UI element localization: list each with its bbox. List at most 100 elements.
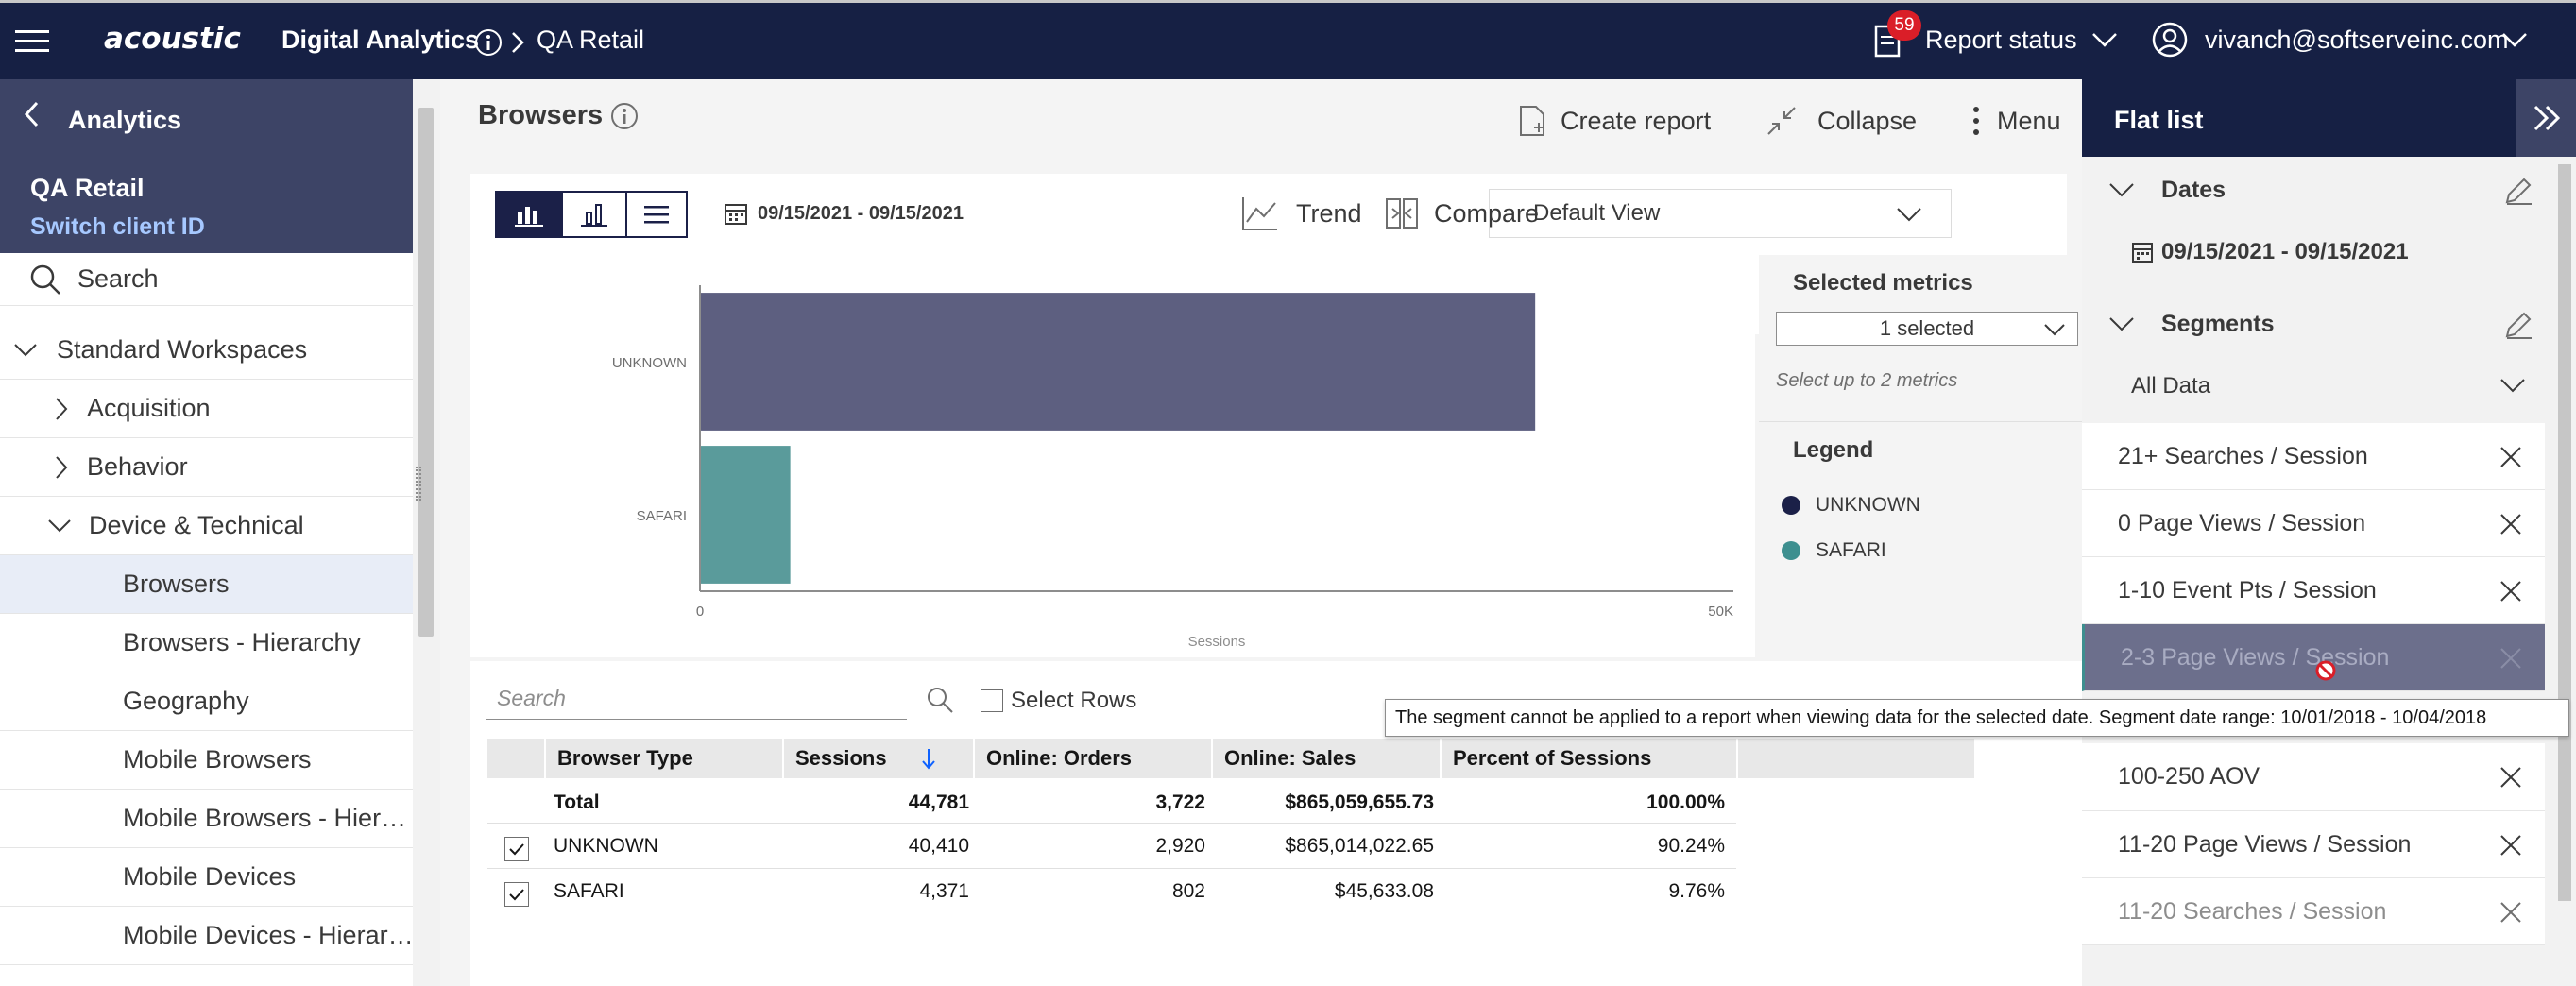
- sidebar-item-label: Device & Technical: [89, 511, 304, 539]
- trend-chart-icon: [1241, 196, 1279, 231]
- close-icon[interactable]: [2499, 513, 2522, 536]
- nav-search[interactable]: Search: [0, 253, 413, 306]
- sidebar-item-label: Mobile Devices: [123, 862, 297, 891]
- legend-swatch: [1782, 541, 1800, 560]
- segments-section-header[interactable]: Segments: [2082, 291, 2554, 357]
- switch-client-link[interactable]: Switch client ID: [30, 213, 205, 240]
- table-row-total: Total 44,781 3,722 $865,059,655.73 100.0…: [487, 778, 1736, 824]
- column-header-online-orders[interactable]: Online: Orders: [975, 739, 1211, 778]
- column-header-browser-type[interactable]: Browser Type: [546, 739, 782, 778]
- compare-icon: [1385, 197, 1419, 230]
- metrics-select[interactable]: 1 selected: [1776, 312, 2078, 346]
- row-checkbox[interactable]: [504, 882, 529, 907]
- sidebar-item-mobile-browsers[interactable]: Mobile Browsers: [0, 731, 413, 790]
- info-icon[interactable]: [610, 102, 639, 130]
- user-avatar-icon[interactable]: [2152, 22, 2188, 58]
- segment-item[interactable]: 0 Page Views / Session: [2082, 490, 2545, 557]
- date-range-picker[interactable]: 09/15/2021 - 09/15/2021: [724, 198, 964, 229]
- report-status-label[interactable]: Report status: [1925, 26, 2077, 54]
- user-email[interactable]: vivanch@softserveinc.com: [2205, 26, 2509, 54]
- nav-workspace[interactable]: Standard Workspaces: [0, 321, 413, 380]
- segment-item-disabled[interactable]: 2-3 Page Views / Session: [2082, 624, 2545, 691]
- compare-button[interactable]: Compare: [1385, 195, 1539, 232]
- close-icon[interactable]: [2499, 647, 2522, 670]
- table-row[interactable]: UNKNOWN 40,410 2,920 $865,014,022.65 90.…: [487, 824, 1736, 869]
- sort-descending-icon[interactable]: [921, 747, 936, 770]
- column-header-online-sales[interactable]: Online: Sales: [1213, 739, 1440, 778]
- segment-filter-select[interactable]: All Data: [2082, 357, 2554, 416]
- metrics-hint: Select up to 2 metrics: [1776, 370, 1958, 391]
- legend-item: UNKNOWN: [1782, 494, 1920, 517]
- info-icon[interactable]: [474, 28, 503, 57]
- table-row[interactable]: SAFARI 4,371 802 $45,633.08 9.76%: [487, 869, 1736, 914]
- dates-section-header[interactable]: Dates: [2082, 157, 2554, 223]
- dates-value: 09/15/2021 - 09/15/2021: [2161, 239, 2409, 264]
- calendar-icon: [724, 201, 748, 226]
- search-icon[interactable]: [926, 686, 954, 714]
- legend-swatch: [1782, 496, 1800, 515]
- close-icon[interactable]: [2499, 834, 2522, 857]
- nav-back-label[interactable]: Analytics: [68, 106, 182, 134]
- table-search-input[interactable]: Search: [486, 680, 907, 720]
- chart-table-view-button[interactable]: [497, 193, 561, 236]
- total-orders: 3,722: [1155, 791, 1205, 813]
- back-arrow-icon[interactable]: [23, 100, 40, 128]
- chevron-down-icon[interactable]: [2091, 31, 2118, 48]
- close-icon[interactable]: [2499, 580, 2522, 603]
- search-icon: [28, 263, 62, 297]
- chart-view-button[interactable]: [561, 193, 625, 236]
- sidebar-item-label: Mobile Devices - Hierar…: [123, 921, 413, 949]
- menu-button[interactable]: Menu: [1972, 104, 2061, 138]
- dates-value-row[interactable]: 09/15/2021 - 09/15/2021: [2082, 223, 2554, 281]
- cell-sales: $865,014,022.65: [1285, 835, 1434, 857]
- app-name[interactable]: Digital Analytics: [281, 26, 480, 54]
- close-icon[interactable]: [2499, 446, 2522, 468]
- trend-button[interactable]: Trend: [1241, 195, 1362, 232]
- segment-item[interactable]: 100-250 AOV: [2082, 743, 2545, 811]
- close-icon[interactable]: [2499, 766, 2522, 789]
- breadcrumb-current[interactable]: QA Retail: [537, 26, 645, 54]
- sidebar-item-browsers-hierarchy[interactable]: Browsers - Hierarchy: [0, 614, 413, 672]
- sidebar-item-mobile-browsers-hierarchy[interactable]: Mobile Browsers - Hier…: [0, 790, 413, 848]
- overflow-menu-icon: [1972, 106, 1980, 136]
- sidebar-item-mobile-devices[interactable]: Mobile Devices: [0, 848, 413, 907]
- segment-label: 100-250 AOV: [2118, 763, 2260, 790]
- table-view-button[interactable]: [625, 193, 686, 236]
- sidebar-item-mobile-devices-hierarchy[interactable]: Mobile Devices - Hierar…: [0, 907, 413, 965]
- sidebar-item-label: Acquisition: [87, 394, 211, 422]
- create-report-button[interactable]: Create report: [1519, 104, 1711, 138]
- column-header-percent-sessions[interactable]: Percent of Sessions: [1442, 739, 1736, 778]
- nav-search-label: Search: [77, 264, 159, 293]
- segment-item[interactable]: 11-20 Page Views / Session: [2082, 811, 2545, 878]
- cell-sessions: 4,371: [919, 880, 969, 902]
- left-navigation: Analytics QA Retail Switch client ID Sea…: [0, 79, 413, 986]
- nav-scrollbar-thumb[interactable]: [418, 108, 434, 637]
- close-icon[interactable]: [2499, 901, 2522, 924]
- sidebar-item-behavior[interactable]: Behavior: [0, 438, 413, 497]
- collapse-panel-button[interactable]: [2516, 79, 2576, 157]
- view-select[interactable]: Default View: [1489, 189, 1952, 238]
- right-scrollbar-thumb[interactable]: [2558, 164, 2571, 901]
- right-scrollbar[interactable]: [2554, 157, 2576, 986]
- edit-pencil-icon[interactable]: [2503, 310, 2533, 340]
- nav-scrollbar[interactable]: [413, 79, 440, 986]
- select-rows-checkbox[interactable]: Select Rows: [981, 688, 1136, 714]
- sidebar-item-device-technical[interactable]: Device & Technical: [0, 497, 413, 555]
- nav-header: Analytics QA Retail Switch client ID: [0, 79, 413, 253]
- brand-logo[interactable]: acoustic: [104, 22, 241, 56]
- column-header-sessions[interactable]: Sessions: [784, 739, 973, 778]
- chevron-down-icon[interactable]: [2501, 31, 2528, 48]
- sidebar-item-geography[interactable]: Geography: [0, 672, 413, 731]
- resize-handle[interactable]: [416, 467, 421, 501]
- sidebar-item-acquisition[interactable]: Acquisition: [0, 380, 413, 438]
- sidebar-item-label: Browsers - Hierarchy: [123, 628, 362, 656]
- row-checkbox[interactable]: [504, 837, 529, 861]
- segment-item[interactable]: 1-10 Event Pts / Session: [2082, 557, 2545, 624]
- sidebar-item-browsers[interactable]: Browsers: [0, 555, 413, 614]
- notification-badge: 59: [1887, 10, 1921, 41]
- segment-item[interactable]: 11-20 Searches / Session: [2082, 878, 2545, 945]
- hamburger-menu-icon[interactable]: [15, 29, 49, 54]
- collapse-button[interactable]: Collapse: [1766, 104, 1917, 138]
- edit-pencil-icon[interactable]: [2503, 176, 2533, 206]
- segment-item[interactable]: 21+ Searches / Session: [2082, 423, 2545, 490]
